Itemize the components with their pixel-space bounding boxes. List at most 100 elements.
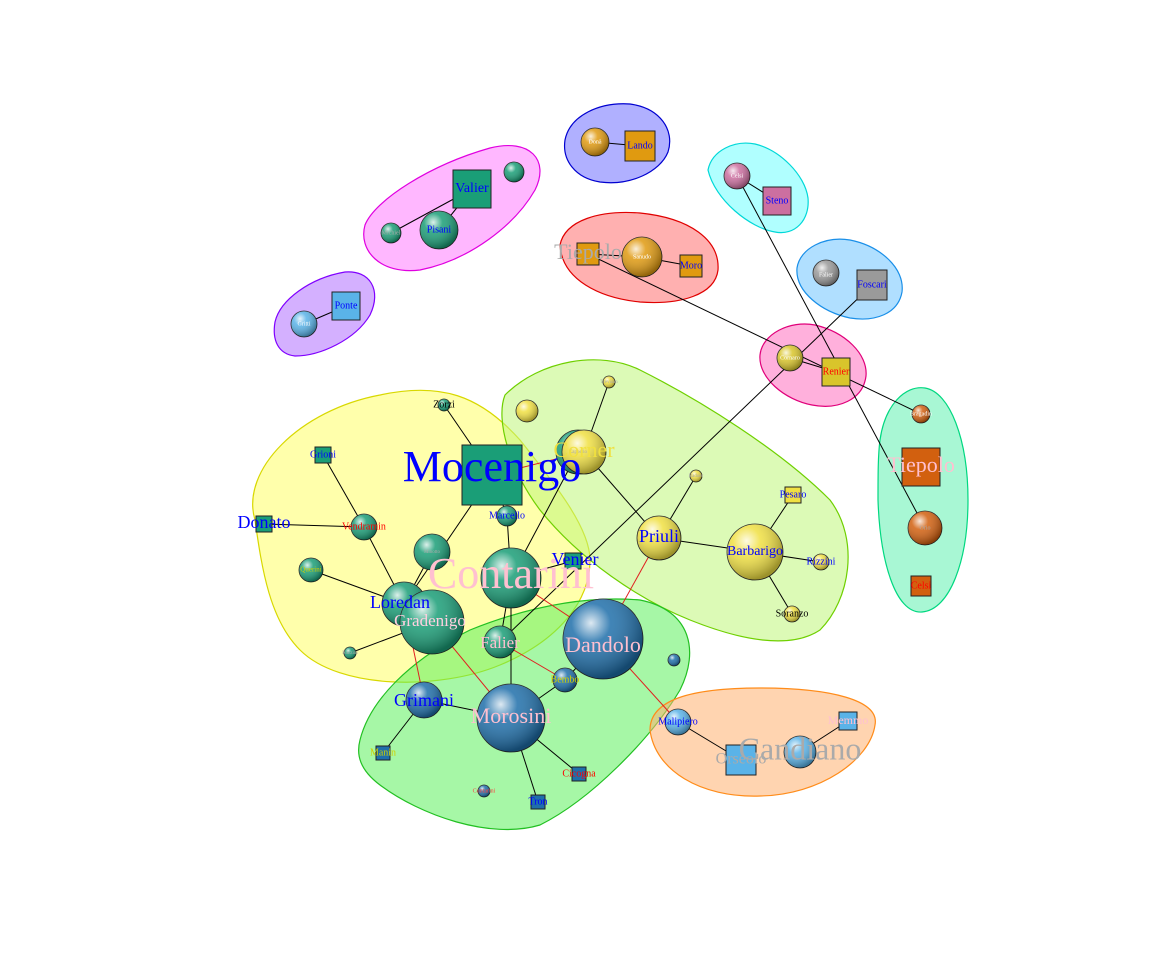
node-orio[interactable] [907, 510, 943, 546]
node-tron[interactable] [530, 794, 546, 810]
node-label-grimani: Grimani [394, 690, 454, 710]
node-label-ruzzini: Ruzzini [342, 651, 358, 656]
node-label-tiepolo: Tiepolo [554, 239, 622, 264]
node-pesaro[interactable] [784, 486, 802, 504]
node-contarini[interactable] [477, 784, 491, 798]
node-lando[interactable] [624, 130, 656, 162]
node-label-soranzo: Soranzo [776, 608, 809, 619]
edge-grioni-vendramin [322, 454, 365, 528]
node-barbarigo[interactable] [726, 523, 784, 581]
node-unlabeled[interactable] [515, 399, 539, 423]
node-label-badoer: Badoer [689, 474, 704, 479]
group-aqua-hull [877, 387, 969, 613]
node-minotto[interactable] [413, 533, 451, 571]
node-memmo[interactable] [838, 711, 858, 731]
node-falier[interactable] [483, 625, 517, 659]
node-rizzini[interactable] [812, 553, 830, 571]
edge-tiepolo-bragadin [587, 253, 922, 415]
node-label-gritti: Gritti [298, 321, 311, 327]
node-renier[interactable] [821, 357, 851, 387]
node-soranzo[interactable] [783, 605, 801, 623]
node-sanudo[interactable] [621, 236, 663, 278]
node-label-tiepolo: Tiepolo [887, 452, 955, 477]
node-label-contarini: Contarini [428, 549, 594, 598]
node-dandolo[interactable] [562, 598, 644, 680]
node-foscari[interactable] [856, 269, 888, 301]
node-bembo[interactable] [552, 667, 578, 693]
node-contarini[interactable] [480, 547, 542, 609]
node-label-corner: Corner [553, 437, 615, 462]
node-celsi[interactable] [723, 162, 751, 190]
node-gritti[interactable] [290, 310, 318, 338]
node-priuli[interactable] [636, 515, 682, 561]
node-label-vendramin: Vendramin [342, 521, 386, 532]
node-label-loredan: Loredan [370, 592, 430, 612]
node-label-rizzini: Rizzini [807, 556, 836, 567]
node-cicogna[interactable] [571, 766, 587, 782]
node-ponte[interactable] [331, 291, 361, 321]
node-bragadin[interactable] [911, 404, 931, 424]
edge-foscari-falier [499, 284, 873, 643]
node-label-trevisan: Trevisan [600, 380, 618, 385]
node-don-[interactable] [580, 127, 610, 157]
node-label-steno: Steno [766, 195, 789, 206]
group-orange-hull [649, 687, 876, 797]
node-michiel[interactable] [380, 222, 402, 244]
node-mocenigo[interactable] [461, 444, 523, 506]
node-donato[interactable] [255, 515, 273, 533]
node-corner[interactable] [561, 429, 607, 475]
node-vendramin[interactable] [350, 513, 378, 541]
node-badoer[interactable] [689, 469, 703, 483]
node-gradenigo[interactable] [399, 589, 465, 655]
node-label-valier: Valier [455, 181, 489, 196]
node-label-tron: Tron [528, 796, 547, 807]
nodes [255, 127, 943, 810]
node-orseolo[interactable] [725, 744, 757, 776]
node-falier[interactable] [812, 259, 840, 287]
node-trevisan[interactable] [602, 375, 616, 389]
node-label-contarini: Contarini [473, 788, 496, 794]
node-zorzi[interactable] [437, 398, 451, 412]
node-label-celsi: Celsi [731, 173, 744, 179]
node-label-manin: Manin [370, 747, 396, 758]
node-manin[interactable] [375, 745, 391, 761]
node-label-cicogna: Cicogna [562, 768, 596, 779]
node-label-pesaro: Pesaro [780, 489, 807, 500]
node-tiepolo[interactable] [901, 447, 941, 487]
node-cornaro[interactable] [776, 344, 804, 372]
node-grioni[interactable] [314, 446, 332, 464]
node-label-renier: Renier [823, 366, 850, 377]
node-marcello[interactable] [496, 505, 518, 527]
node-label-pisani: Pisani [427, 224, 452, 235]
node-celsi[interactable] [910, 575, 932, 597]
node-unlabeled[interactable] [503, 161, 525, 183]
node-moro[interactable] [679, 254, 703, 278]
node-ruzzini[interactable] [343, 646, 357, 660]
node-valier[interactable] [452, 169, 492, 209]
node-tiepolo[interactable] [576, 242, 600, 266]
edge-orio-celsi [736, 175, 926, 529]
node-venier[interactable] [564, 552, 582, 570]
group-magenta-hull [363, 144, 541, 272]
node-label-cappello: Cappello [569, 450, 588, 455]
node-label-malipiero: Malipiero [658, 716, 697, 727]
node-label-barbarigo: Barbarigo [727, 544, 783, 559]
node-steno[interactable] [762, 186, 792, 216]
node-label-orio: Orio [920, 525, 931, 531]
node-label-donato: Donato [238, 512, 291, 532]
node-label-falier: Falier [819, 272, 833, 278]
node-label-memmo: Memmo [828, 713, 869, 727]
node-querini[interactable] [298, 557, 324, 583]
node-unlabeled[interactable] [667, 653, 681, 667]
node-label-gradenigo: Gradenigo [394, 611, 466, 630]
node-label-marcello: Marcello [489, 510, 525, 521]
node-pisani[interactable] [419, 210, 459, 250]
node-malipiero[interactable] [664, 708, 692, 736]
node-grimani[interactable] [405, 681, 443, 719]
group-cyan-hull [707, 142, 809, 234]
node-candiano[interactable] [783, 735, 817, 769]
node-label-bragadin: Bragadin [910, 411, 932, 417]
node-label-grioni: Grioni [310, 449, 336, 460]
node-morosini[interactable] [476, 683, 546, 753]
